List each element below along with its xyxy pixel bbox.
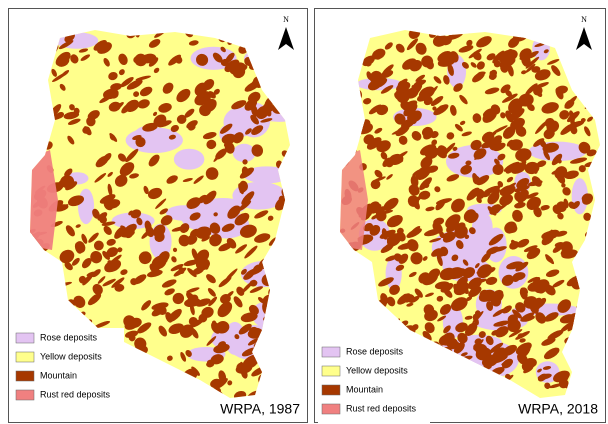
- north-label: N: [581, 15, 587, 24]
- legend-label: Rust red deposits: [40, 389, 111, 399]
- legend-swatch: [16, 333, 34, 343]
- legend-label: Rose deposits: [40, 332, 98, 342]
- legend-swatch: [16, 371, 34, 381]
- legend-label: Yellow deposits: [346, 365, 408, 375]
- page: N Rose deposits Yellow deposits Mountain Rus…: [0, 0, 608, 424]
- map-panel: N Rose deposits Yellow deposits Mountain Rus…: [0, 9, 308, 423]
- legend-label: Yellow deposits: [40, 351, 102, 361]
- rose-patch: [78, 189, 94, 225]
- map-panel: N Rose deposits Yellow deposits Mountain Rus…: [310, 9, 608, 424]
- map-title: WRPA, 2018: [518, 401, 598, 417]
- legend-label: Mountain: [40, 370, 77, 380]
- legend-label: Mountain: [346, 384, 383, 394]
- rose-patch: [174, 149, 205, 170]
- legend-swatch: [16, 352, 34, 362]
- legend-label: Rust red deposits: [346, 403, 417, 413]
- north-label: N: [283, 15, 289, 24]
- legend-swatch: [322, 385, 340, 395]
- legend-swatch: [322, 366, 340, 376]
- legend-label: Rose deposits: [346, 346, 404, 356]
- legend-swatch: [322, 347, 340, 357]
- map-title: WRPA, 1987: [220, 401, 300, 417]
- legend-swatch: [322, 404, 340, 414]
- legend-swatch: [16, 390, 34, 400]
